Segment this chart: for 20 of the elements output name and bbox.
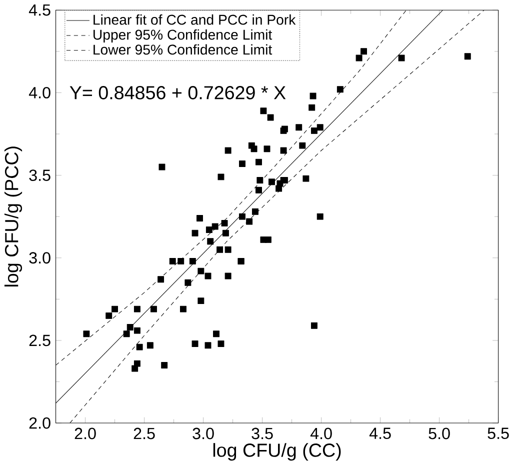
legend-label: Lower 95% Confidence Limit — [94, 44, 272, 55]
y-tick-label: 2.0 — [29, 417, 50, 429]
y-tick-label: 4.0 — [28, 86, 50, 98]
x-tick-label: 3.5 — [252, 428, 273, 440]
y-tick-label: 4.5 — [28, 4, 50, 16]
x-tick-label: 4.5 — [369, 428, 391, 439]
legend-label: Upper 95% Confidence Limit — [94, 29, 272, 42]
y-tick-label: 3.5 — [29, 170, 50, 181]
x-tick-label: 3.0 — [192, 428, 214, 440]
x-tick-label: 5.5 — [488, 428, 509, 439]
y-axis-title: log CFU/g (PCC) — [4, 146, 22, 286]
x-tick-label: 4.0 — [310, 428, 332, 440]
x-axis-title: log CFU/g (CC) — [213, 443, 341, 461]
x-tick-label: 5.0 — [428, 428, 450, 440]
y-tick-label: 3.0 — [29, 252, 50, 264]
legend-label: Linear fit of CC and PCC in Pork — [94, 14, 296, 25]
annotation: Y= 0.84856 + 0.72629 * X — [70, 86, 286, 100]
y-tick-label: 2.5 — [29, 334, 50, 346]
x-tick-label: 2.0 — [74, 428, 96, 440]
x-tick-label: 2.5 — [134, 428, 155, 440]
